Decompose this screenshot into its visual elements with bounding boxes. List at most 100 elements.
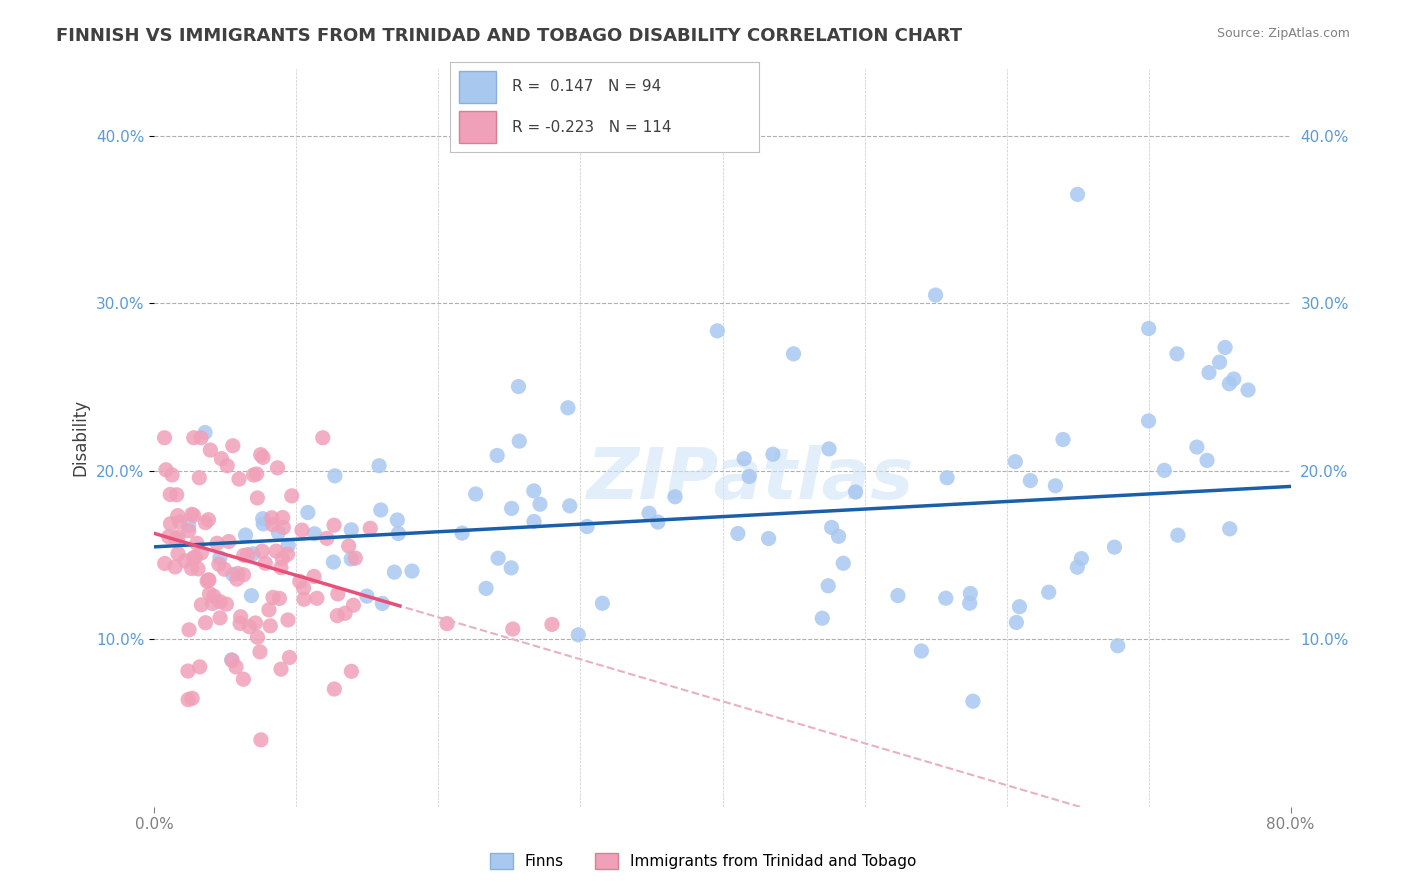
Point [340, 523, 363, 537]
Point [1167, 528, 1189, 542]
Point [297, 506, 319, 520]
Point [198, 573, 221, 587]
Point [910, 644, 932, 658]
Point [190, 546, 212, 560]
Point [508, 379, 530, 393]
Point [887, 589, 910, 603]
Point [277, 613, 299, 627]
Point [1019, 474, 1042, 488]
Point [359, 521, 381, 535]
Point [190, 598, 212, 612]
Point [217, 458, 239, 473]
Point [252, 450, 274, 465]
Point [153, 557, 176, 571]
Point [200, 443, 222, 458]
Point [249, 448, 271, 462]
Point [184, 550, 207, 565]
Point [260, 510, 283, 524]
Point [1223, 372, 1246, 386]
Point [186, 536, 208, 550]
Point [249, 645, 271, 659]
Point [194, 516, 217, 530]
Point [177, 623, 200, 637]
Point [180, 561, 202, 575]
Point [262, 517, 284, 532]
Point [188, 660, 211, 674]
Point [820, 520, 842, 534]
Point [382, 565, 405, 579]
Point [1213, 341, 1236, 355]
Point [194, 425, 217, 440]
Point [1185, 440, 1208, 454]
Point [558, 499, 581, 513]
Point [1195, 453, 1218, 467]
Point [340, 552, 363, 566]
Point [262, 591, 284, 605]
Point [451, 526, 474, 541]
Point [401, 564, 423, 578]
Point [832, 556, 855, 570]
Point [215, 597, 238, 611]
Point [195, 574, 218, 589]
Point [782, 347, 804, 361]
Point [706, 324, 728, 338]
Point [322, 555, 344, 569]
Text: Source: ZipAtlas.com: Source: ZipAtlas.com [1216, 27, 1350, 40]
Point [304, 526, 326, 541]
Point [664, 490, 686, 504]
Point [221, 653, 243, 667]
Point [323, 681, 346, 696]
Point [228, 472, 250, 486]
Point [177, 664, 200, 678]
Point [845, 485, 868, 500]
Point [1070, 551, 1092, 566]
Text: FINNISH VS IMMIGRANTS FROM TRINIDAD AND TOBAGO DISABILITY CORRELATION CHART: FINNISH VS IMMIGRANTS FROM TRINIDAD AND … [56, 27, 962, 45]
Point [501, 561, 523, 575]
Point [236, 548, 259, 562]
Point [225, 660, 247, 674]
Point [1008, 599, 1031, 614]
Point [959, 596, 981, 610]
Point [323, 468, 346, 483]
Point [198, 587, 221, 601]
Point [257, 603, 280, 617]
Point [387, 513, 409, 527]
Point [827, 529, 849, 543]
Point [541, 617, 564, 632]
Point [167, 530, 190, 544]
Point [278, 650, 301, 665]
Point [177, 692, 200, 706]
Point [288, 574, 311, 589]
Point [238, 620, 260, 634]
Point [270, 662, 292, 676]
Point [936, 471, 959, 485]
Point [738, 469, 761, 483]
Point [305, 591, 328, 606]
Point [647, 515, 669, 529]
Point [267, 525, 290, 540]
Point [167, 547, 190, 561]
Point [340, 665, 363, 679]
Point [209, 451, 232, 466]
Point [436, 616, 458, 631]
Point [214, 562, 236, 576]
Point [226, 566, 249, 581]
Point [1004, 455, 1026, 469]
Point [1153, 463, 1175, 477]
Point [291, 523, 314, 537]
FancyBboxPatch shape [460, 112, 496, 143]
Point [302, 569, 325, 583]
Point [208, 595, 231, 609]
Point [1066, 560, 1088, 574]
Point [818, 442, 841, 456]
Point [1198, 366, 1220, 380]
Point [1052, 433, 1074, 447]
Point [160, 467, 183, 482]
Point [205, 536, 228, 550]
Point [153, 431, 176, 445]
Point [259, 619, 281, 633]
Point [567, 628, 589, 642]
Point [218, 534, 240, 549]
Point [370, 503, 392, 517]
Point [240, 589, 263, 603]
